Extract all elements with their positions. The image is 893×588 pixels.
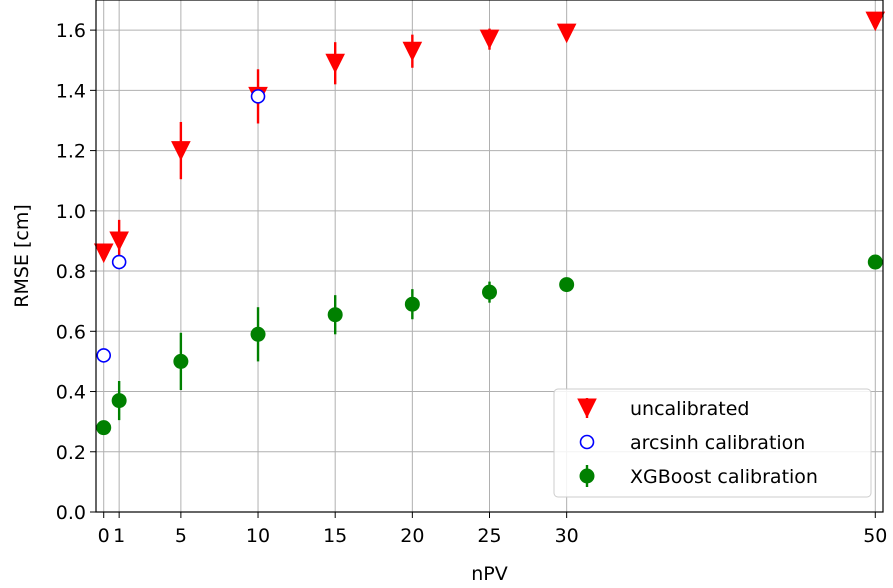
legend-label: arcsinh calibration bbox=[630, 432, 805, 454]
legend-label: uncalibrated bbox=[630, 398, 749, 420]
y-tick-label: 0.6 bbox=[56, 321, 86, 343]
legend-marker bbox=[577, 398, 597, 419]
x-tick-label: 1 bbox=[113, 525, 125, 547]
data-point bbox=[250, 89, 266, 104]
legend-marker bbox=[579, 434, 595, 450]
legend-marker bbox=[579, 468, 595, 484]
data-point bbox=[93, 243, 114, 264]
data-point bbox=[479, 29, 500, 50]
data-point bbox=[325, 53, 345, 74]
axis-ticks: 0 1 5 10 15 20 25 30 500.00.20.40.60.81.01.21.41… bbox=[56, 20, 888, 547]
data-point bbox=[96, 348, 112, 363]
y-tick-label: 1.0 bbox=[56, 201, 86, 223]
x-axis-label: nPV bbox=[471, 563, 508, 585]
y-tick-label: 0.8 bbox=[56, 261, 86, 283]
data-point bbox=[109, 231, 129, 252]
data-point bbox=[404, 296, 420, 312]
y-tick-label: 0.0 bbox=[56, 502, 86, 524]
legend-box bbox=[553, 388, 872, 498]
data-point bbox=[556, 23, 577, 44]
y-tick-label: 1.4 bbox=[56, 80, 86, 102]
x-tick-label: 15 bbox=[323, 525, 347, 547]
data-point bbox=[173, 353, 189, 369]
data-point bbox=[250, 326, 266, 342]
series-arcsinh-calibration bbox=[96, 89, 266, 363]
x-tick-label: 10 bbox=[246, 525, 270, 547]
data-point bbox=[96, 420, 112, 436]
legend-label: XGBoost calibration bbox=[630, 466, 818, 488]
data-point bbox=[111, 254, 127, 270]
data-point bbox=[402, 41, 423, 62]
data-point bbox=[111, 393, 127, 409]
x-tick-label: 25 bbox=[477, 525, 501, 547]
y-tick-label: 1.2 bbox=[56, 141, 86, 163]
x-tick-label: 30 bbox=[555, 525, 579, 547]
x-tick-label: 20 bbox=[400, 525, 424, 547]
data-point bbox=[559, 277, 575, 293]
x-tick-label: 5 bbox=[175, 525, 187, 547]
data-point bbox=[867, 254, 883, 270]
x-tick-label: 0 bbox=[98, 525, 110, 547]
legend: uncalibrated arcsinh calibration XGBoost c… bbox=[553, 388, 872, 498]
y-tick-label: 1.6 bbox=[56, 20, 86, 42]
x-tick-label: 50 bbox=[863, 525, 887, 547]
data-point bbox=[327, 307, 343, 323]
data-point bbox=[171, 141, 191, 161]
y-axis-label: RMSE [cm] bbox=[11, 204, 33, 307]
data-series bbox=[93, 11, 886, 436]
y-tick-label: 0.4 bbox=[56, 382, 86, 404]
series-xgboost-calibration bbox=[96, 254, 883, 436]
data-point bbox=[865, 11, 886, 32]
data-point bbox=[482, 284, 497, 300]
y-tick-label: 0.2 bbox=[56, 442, 86, 464]
